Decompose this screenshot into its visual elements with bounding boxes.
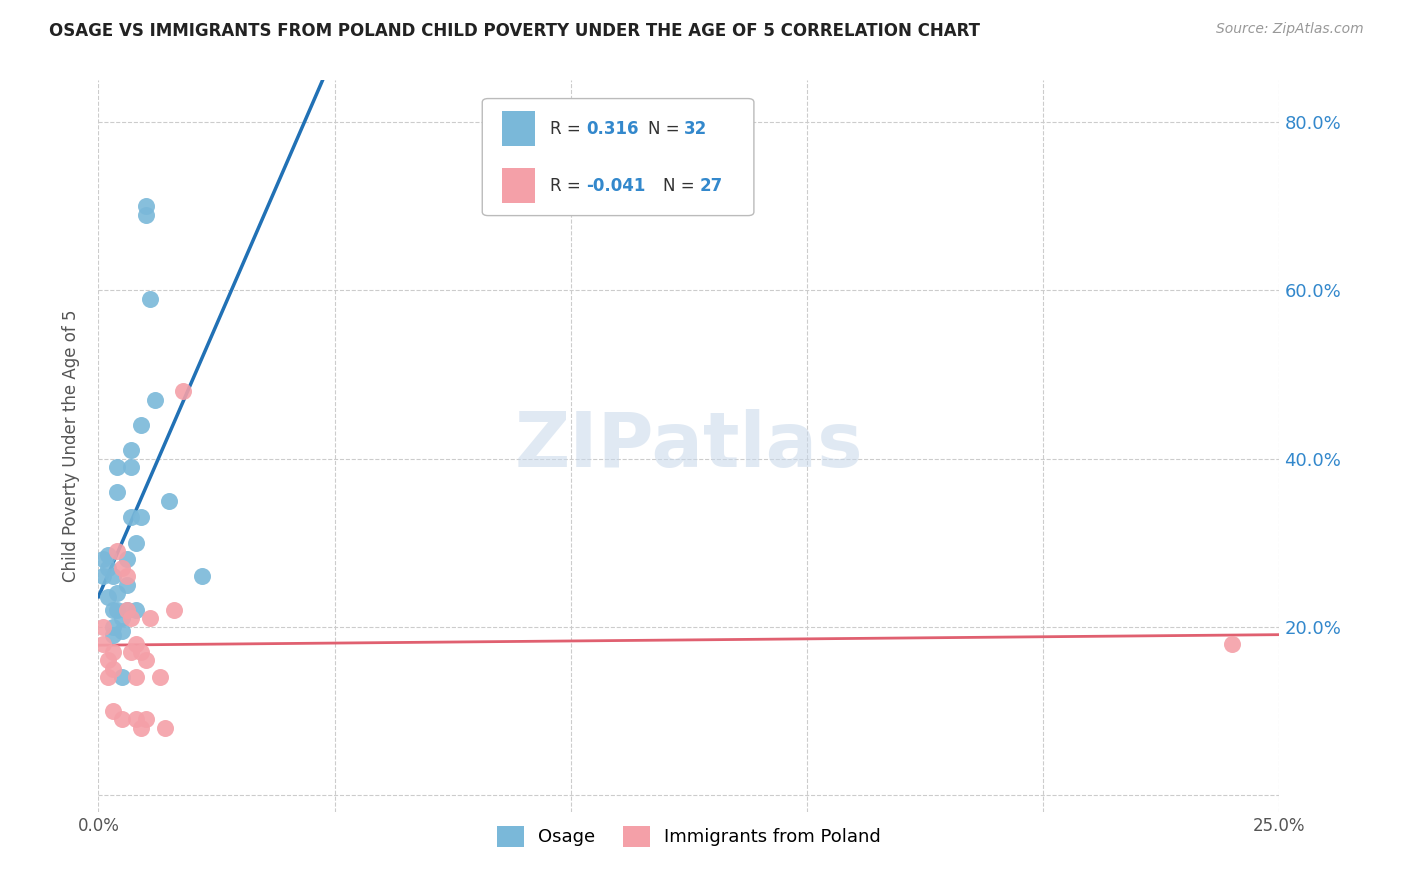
Point [91,569,114,583]
Point [121,611,143,625]
Point [111,561,134,575]
Point [115,569,138,583]
Point [125,670,148,684]
Point [125,712,148,726]
Text: N =: N = [664,177,700,194]
Point [111,712,134,726]
Point [101,620,124,634]
Text: Source: ZipAtlas.com: Source: ZipAtlas.com [1216,22,1364,37]
Point [139,292,162,306]
FancyBboxPatch shape [502,168,536,203]
Point [115,603,138,617]
Point [125,603,148,617]
Point [97,653,120,667]
Text: -0.041: -0.041 [586,177,645,194]
Point [125,636,148,650]
Point [91,636,114,650]
Point [111,611,134,625]
Point [135,653,157,667]
Point [101,628,124,642]
Point [97,591,120,605]
Point [163,603,186,617]
Point [157,493,180,508]
Point [129,510,152,524]
Point [143,392,166,407]
Point [101,662,124,676]
Point [111,624,134,638]
Point [135,208,157,222]
Text: ZIPatlas: ZIPatlas [515,409,863,483]
Point [149,670,172,684]
Text: 27: 27 [700,177,723,194]
Point [135,199,157,213]
Point [101,603,124,617]
Legend: Osage, Immigrants from Poland: Osage, Immigrants from Poland [489,819,889,854]
Point [105,544,128,558]
Point [139,611,162,625]
Point [101,645,124,659]
FancyBboxPatch shape [502,111,536,146]
Point [129,721,152,735]
Point [125,535,148,549]
Text: 32: 32 [685,120,707,137]
Point [129,645,152,659]
Y-axis label: Child Poverty Under the Age of 5: Child Poverty Under the Age of 5 [62,310,80,582]
Point [91,620,114,634]
Text: 0.316: 0.316 [586,120,638,137]
Point [105,586,128,600]
Text: N =: N = [648,120,685,137]
Text: R =: R = [550,120,585,137]
Point [115,552,138,566]
Point [121,510,143,524]
Text: OSAGE VS IMMIGRANTS FROM POLAND CHILD POVERTY UNDER THE AGE OF 5 CORRELATION CHA: OSAGE VS IMMIGRANTS FROM POLAND CHILD PO… [49,22,980,40]
Point [105,460,128,475]
Point [129,417,152,432]
Point [135,712,157,726]
Point [115,578,138,592]
Text: R =: R = [550,177,585,194]
Point [97,670,120,684]
Point [121,460,143,475]
FancyBboxPatch shape [482,99,754,216]
Point [191,569,214,583]
Point [121,443,143,458]
Point [111,670,134,684]
Point [105,485,128,500]
Point [101,704,124,718]
Point [101,569,124,583]
Point [1220,636,1243,650]
Point [97,561,120,575]
Point [153,721,176,735]
Point [105,603,128,617]
Point [91,552,114,566]
Point [97,549,120,563]
Point [115,603,138,617]
Point [172,384,194,399]
Point [121,645,143,659]
